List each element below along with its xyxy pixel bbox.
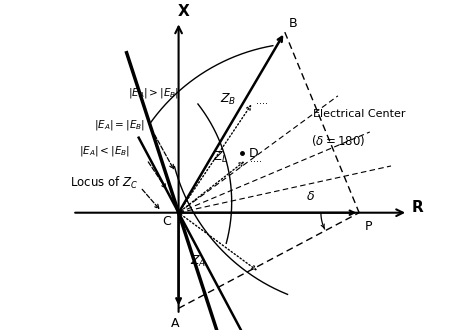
Text: B: B xyxy=(289,17,298,30)
Text: D: D xyxy=(249,147,258,160)
Text: $Z_B$: $Z_B$ xyxy=(219,91,236,107)
Text: A: A xyxy=(171,317,180,330)
Text: $|E_A| > |E_B|$: $|E_A| > |E_B|$ xyxy=(128,86,179,100)
Text: X: X xyxy=(178,4,190,19)
Text: $(\delta = 180)$: $(\delta = 180)$ xyxy=(311,133,365,148)
Text: $|E_A| < |E_B|$: $|E_A| < |E_B|$ xyxy=(79,144,130,158)
Text: ....: .... xyxy=(256,96,268,107)
Text: P: P xyxy=(365,220,372,233)
Text: ....: .... xyxy=(250,154,262,164)
Text: Locus of $Z_C$: Locus of $Z_C$ xyxy=(70,175,138,191)
Text: $|E_A| = |E_B|$: $|E_A| = |E_B|$ xyxy=(93,118,145,132)
Text: R: R xyxy=(411,200,423,215)
Text: C: C xyxy=(163,215,171,228)
Text: $\delta$: $\delta$ xyxy=(306,190,315,203)
Text: $Z_L$: $Z_L$ xyxy=(213,150,228,165)
Text: Electrical Center: Electrical Center xyxy=(313,109,405,119)
Text: $Z_A$: $Z_A$ xyxy=(190,254,206,269)
